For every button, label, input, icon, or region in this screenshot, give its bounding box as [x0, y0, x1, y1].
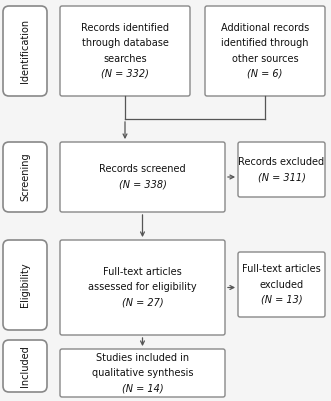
FancyBboxPatch shape — [205, 6, 325, 96]
Text: Additional records: Additional records — [221, 23, 309, 33]
Text: Included: Included — [20, 345, 30, 387]
Text: searches: searches — [103, 54, 147, 63]
Text: Records excluded: Records excluded — [238, 157, 325, 167]
Text: Full-text articles: Full-text articles — [242, 264, 321, 274]
Text: other sources: other sources — [232, 54, 298, 63]
Text: Screening: Screening — [20, 153, 30, 201]
Text: (N = 27): (N = 27) — [122, 298, 163, 308]
Text: excluded: excluded — [260, 279, 304, 290]
Text: Records screened: Records screened — [99, 164, 186, 174]
Text: qualitative synthesis: qualitative synthesis — [92, 368, 193, 378]
Text: (N = 14): (N = 14) — [122, 383, 163, 393]
Text: (N = 13): (N = 13) — [261, 295, 302, 305]
FancyBboxPatch shape — [60, 240, 225, 335]
Text: Eligibility: Eligibility — [20, 263, 30, 307]
FancyBboxPatch shape — [238, 142, 325, 197]
FancyBboxPatch shape — [60, 6, 190, 96]
Text: through database: through database — [81, 38, 168, 49]
Text: Records identified: Records identified — [81, 23, 169, 33]
Text: Studies included in: Studies included in — [96, 353, 189, 363]
FancyBboxPatch shape — [3, 6, 47, 96]
Text: assessed for eligibility: assessed for eligibility — [88, 282, 197, 292]
Text: Full-text articles: Full-text articles — [103, 267, 182, 277]
FancyBboxPatch shape — [238, 252, 325, 317]
FancyBboxPatch shape — [3, 240, 47, 330]
FancyBboxPatch shape — [60, 142, 225, 212]
Text: (N = 338): (N = 338) — [118, 180, 166, 190]
Text: (N = 311): (N = 311) — [258, 172, 306, 182]
Text: Identification: Identification — [20, 19, 30, 83]
Text: (N = 6): (N = 6) — [247, 69, 283, 79]
Text: (N = 332): (N = 332) — [101, 69, 149, 79]
FancyBboxPatch shape — [60, 349, 225, 397]
FancyBboxPatch shape — [3, 340, 47, 392]
FancyBboxPatch shape — [3, 142, 47, 212]
Text: identified through: identified through — [221, 38, 309, 49]
